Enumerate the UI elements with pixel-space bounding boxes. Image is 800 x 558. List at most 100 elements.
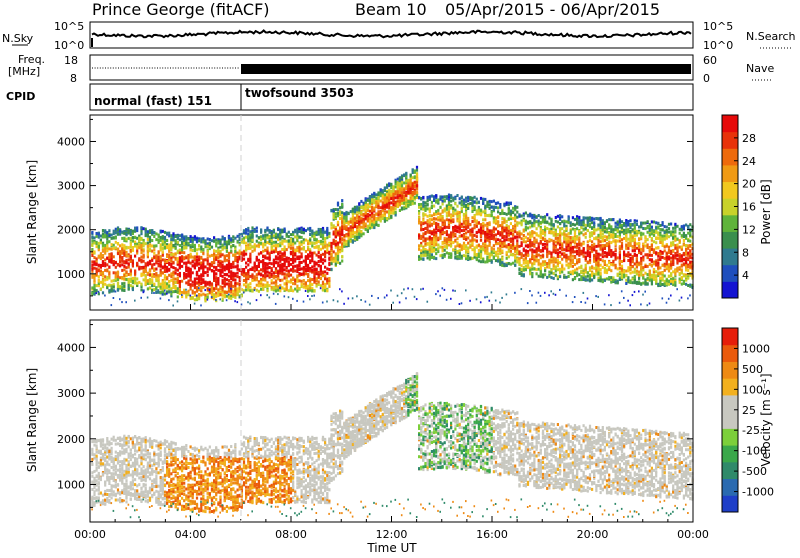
range-cell (401, 188, 403, 191)
range-cell (200, 256, 202, 259)
range-cell (367, 225, 369, 228)
range-cell (91, 231, 93, 234)
range-cell (335, 257, 337, 260)
range-cell (93, 242, 95, 245)
range-cell (369, 210, 371, 213)
range-cell (427, 196, 429, 199)
range-cell (96, 292, 98, 294)
range-cell (341, 214, 343, 217)
range-cell (115, 231, 117, 234)
range-cell (467, 242, 469, 245)
range-cell (172, 277, 174, 280)
range-cell (452, 290, 454, 292)
range-cell (348, 241, 350, 244)
range-cell (506, 232, 508, 235)
range-cell (395, 185, 397, 188)
range-cell (123, 247, 125, 250)
range-cell (365, 301, 367, 303)
range-cell (224, 295, 226, 298)
range-cell (407, 204, 409, 207)
range-cell (341, 245, 343, 248)
range-cell (459, 211, 461, 214)
range-cell (358, 223, 360, 226)
range-cell (277, 238, 279, 241)
range-cell (264, 267, 266, 270)
range-cell (422, 232, 424, 235)
range-cell (264, 229, 266, 232)
range-cell (486, 222, 488, 225)
range-cell (433, 249, 435, 252)
range-cell (412, 186, 414, 189)
range-cell (106, 249, 108, 252)
range-cell (324, 231, 326, 234)
range-cell (401, 176, 403, 179)
range-cell (200, 238, 202, 241)
range-cell (330, 253, 332, 256)
range-cell (202, 286, 204, 289)
range-cell (288, 257, 290, 260)
range-cell (224, 238, 226, 241)
range-cell (125, 238, 127, 241)
range-cell (407, 200, 409, 203)
range-cell (125, 228, 127, 231)
range-cell (446, 251, 448, 254)
range-cell (333, 257, 335, 260)
range-cell (320, 284, 322, 287)
range-cell (192, 260, 194, 263)
range-cell (149, 282, 151, 285)
range-cell (194, 258, 196, 261)
range-cell (190, 262, 192, 265)
range-cell (424, 209, 426, 212)
range-cell (459, 235, 461, 238)
range-cell (401, 292, 403, 294)
range-cell (450, 252, 452, 255)
range-cell (143, 278, 145, 281)
range-cell (309, 233, 311, 236)
range-cell (202, 274, 204, 277)
range-cell (155, 238, 157, 241)
range-cell (217, 242, 219, 245)
range-cell (363, 202, 365, 205)
range-cell (266, 264, 268, 267)
range-cell (113, 286, 115, 289)
range-cell (279, 251, 281, 254)
range-cell (183, 291, 185, 294)
range-cell (288, 296, 290, 298)
range-cell (307, 266, 309, 269)
range-cell (196, 298, 198, 301)
range-cell (164, 260, 166, 263)
range-cell (499, 212, 501, 215)
range-cell (211, 239, 213, 242)
range-cell (420, 288, 422, 290)
range-cell (399, 188, 401, 191)
range-cell (104, 283, 106, 286)
range-cell (258, 273, 260, 276)
range-cell (266, 289, 268, 292)
range-cell (273, 244, 275, 247)
range-cell (162, 294, 164, 296)
range-cell (132, 249, 134, 252)
range-cell (446, 215, 448, 218)
range-cell (258, 290, 260, 293)
range-cell (463, 226, 465, 229)
range-cell (476, 225, 478, 228)
range-cell (442, 227, 444, 230)
range-cell (284, 265, 286, 268)
range-cell (145, 262, 147, 265)
range-cell (151, 239, 153, 242)
range-cell (149, 245, 151, 248)
range-cell (119, 298, 121, 300)
range-cell (328, 282, 330, 285)
range-cell (288, 260, 290, 263)
range-cell (217, 280, 219, 283)
range-cell (405, 297, 407, 299)
range-cell (380, 189, 382, 192)
range-cell (476, 253, 478, 256)
range-cell (108, 272, 110, 275)
range-cell (459, 231, 461, 234)
noise-right-top-tick: 10^5 (703, 20, 733, 33)
range-cell (232, 285, 234, 288)
range-cell (348, 298, 350, 300)
range-cell (431, 253, 433, 256)
range-cell (486, 201, 488, 204)
